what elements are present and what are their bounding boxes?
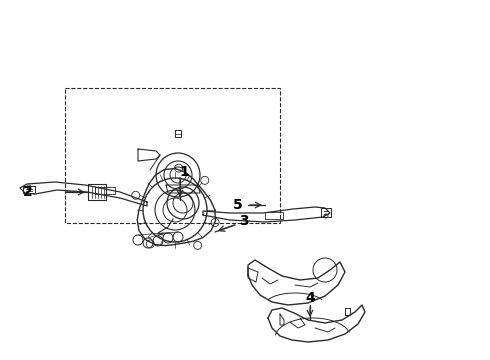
Text: 5: 5 [233, 198, 243, 212]
Text: 3: 3 [239, 214, 249, 228]
Text: 1: 1 [179, 165, 189, 179]
Text: 4: 4 [305, 291, 315, 305]
Text: 2: 2 [23, 185, 33, 199]
Bar [65, 88, 280, 223]
